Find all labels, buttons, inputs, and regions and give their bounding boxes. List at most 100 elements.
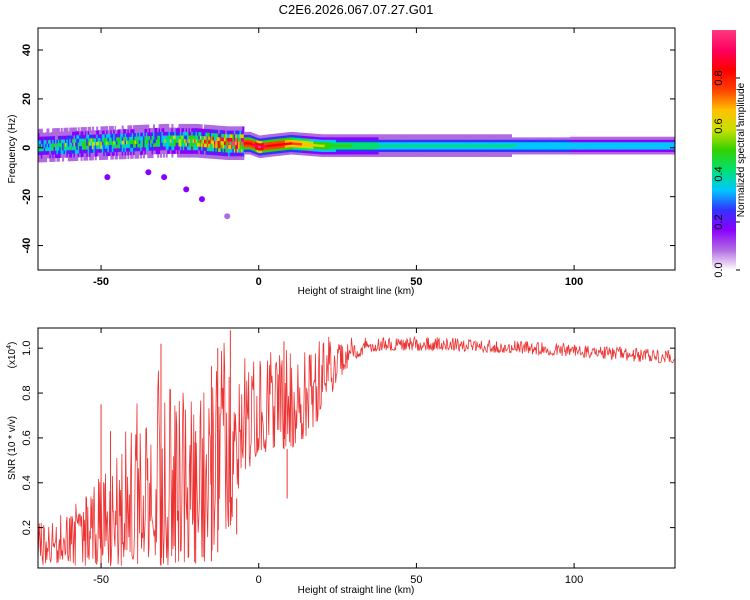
- spectrogram-cell: [615, 149, 618, 153]
- spectrogram-cell: [382, 153, 385, 157]
- spectrogram-cell: [597, 139, 600, 143]
- spectrogram-cell: [612, 141, 615, 145]
- spectrogram-cell: [77, 130, 80, 136]
- spectrogram-cell: [482, 146, 485, 150]
- spectrogram-blob: [161, 174, 168, 181]
- spectrogram-cell: [422, 134, 425, 138]
- spectrogram-cell: [389, 144, 392, 148]
- spectrogram-cell: [38, 139, 41, 145]
- spectrogram-cell: [455, 134, 458, 138]
- spectrogram-cell: [561, 151, 564, 155]
- spectrogram-cell: [250, 144, 253, 148]
- spectrogram-cell: [497, 141, 500, 145]
- spectrogram-cell: [415, 149, 418, 153]
- spectrogram-cell: [392, 136, 395, 140]
- spectrogram-cell: [395, 153, 398, 157]
- spectrogram-cell: [652, 146, 655, 150]
- spectrogram-cell: [336, 134, 339, 138]
- spectrogram-cell: [641, 136, 644, 140]
- spectrogram-cell: [597, 136, 600, 140]
- spectrogram-cell: [292, 134, 295, 138]
- spectrogram-cell: [110, 151, 113, 156]
- spectrogram-cell: [347, 151, 350, 155]
- snr-content: [38, 330, 675, 566]
- spectrogram-cell: [252, 137, 255, 141]
- spectrogram-cell: [463, 134, 466, 138]
- spectrogram-cell: [96, 137, 99, 142]
- spectrogram-cell: [558, 141, 561, 145]
- spectrogram-cell: [43, 143, 46, 148]
- spectrogram-cell: [358, 136, 361, 140]
- spectrogram-cell: [528, 151, 532, 155]
- spectrogram-cell: [648, 141, 651, 145]
- spectrogram-cell: [310, 133, 313, 137]
- spectrogram-cell: [555, 136, 558, 140]
- spectrogram-cell: [365, 136, 368, 140]
- spectrogram-cell: [509, 146, 512, 150]
- spectrogram-cell: [656, 149, 659, 153]
- spectrogram-cell: [135, 132, 138, 137]
- spectrogram-cell: [307, 140, 310, 144]
- spectrogram-cell: [143, 154, 146, 159]
- spectrogram-cell: [265, 139, 268, 143]
- spectrogram-cell: [361, 146, 364, 150]
- spectrogram-cell: [221, 136, 224, 142]
- spectrogram-cell: [188, 138, 191, 143]
- spectrogram-cell: [69, 156, 72, 162]
- spectrogram-cell: [590, 136, 593, 140]
- spectrogram-cell: [42, 132, 45, 137]
- spectrogram-cell: [652, 144, 655, 148]
- spectrogram-cell: [283, 135, 286, 139]
- spectrogram-cell: [500, 144, 503, 148]
- spectrogram-cell: [625, 141, 628, 145]
- spectrogram-cell: [648, 136, 651, 140]
- spectrogram-cell: [107, 148, 110, 153]
- spectrogram-cell: [669, 144, 672, 148]
- spectrogram-cell: [666, 136, 669, 140]
- spectrogram-cell: [307, 152, 310, 156]
- spectrogram-cell: [226, 155, 229, 160]
- spectrogram-cell: [206, 135, 209, 141]
- spectrogram-cell: [388, 153, 391, 157]
- spectrogram-cell: [116, 155, 119, 160]
- spectrogram-cell: [426, 153, 429, 157]
- spectrogram-cell: [152, 135, 155, 140]
- spectrogram-cell: [534, 144, 537, 148]
- spectrogram-cell: [527, 149, 530, 153]
- spectrogram-cell: [199, 146, 202, 151]
- spectrogram-cell: [466, 134, 469, 138]
- spectrogram-cell: [147, 139, 150, 144]
- spectrogram-cell: [324, 134, 327, 138]
- spectrogram-cell: [546, 141, 549, 145]
- spectrogram-cell: [177, 145, 180, 151]
- spectrogram-cell: [561, 144, 564, 148]
- spectrogram-cell: [274, 145, 277, 149]
- spectrogram-cell: [629, 141, 632, 145]
- spectrogram-cell: [502, 149, 505, 153]
- spectrogram-cell: [143, 150, 146, 155]
- spectrogram-cell: [236, 130, 239, 135]
- spectrogram-cell: [467, 146, 470, 150]
- spectrogram-cell: [130, 136, 133, 141]
- spectrogram-cell: [360, 139, 363, 143]
- spectrogram-cell: [250, 149, 253, 153]
- spectrogram-cell: [563, 136, 566, 140]
- spectrogram-cell: [257, 149, 260, 153]
- spectrogram-cell: [333, 139, 336, 143]
- spectrogram-cell: [245, 144, 248, 148]
- spectrogram-cell: [555, 149, 558, 153]
- spectrogram-cell: [653, 144, 656, 148]
- spectrogram-cell: [76, 145, 79, 150]
- spectrogram-cell: [301, 152, 304, 156]
- spectrogram-cell: [496, 141, 499, 145]
- spectrogram-cell: [74, 131, 77, 136]
- spectrogram-cell: [514, 134, 517, 138]
- spectrogram-cell: [188, 149, 191, 154]
- spectrogram-cell: [374, 151, 377, 155]
- spectrogram-cell: [609, 149, 612, 153]
- spectrogram-cell: [601, 146, 604, 150]
- spectrogram-cell: [344, 134, 347, 138]
- spectrogram-cell: [405, 146, 408, 150]
- spectrogram-cell: [138, 143, 141, 148]
- spectrogram-cell: [104, 144, 107, 149]
